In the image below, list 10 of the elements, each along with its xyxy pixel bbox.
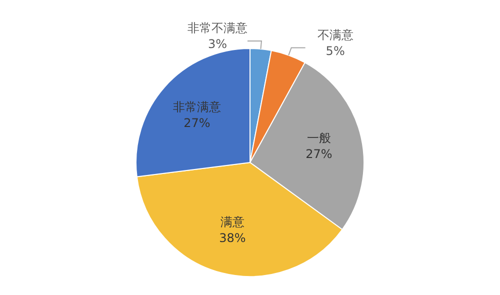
slice-label: 非常不满意 <box>187 21 248 36</box>
slice-label: 不满意 <box>317 28 354 42</box>
data-label: 27% <box>184 116 210 130</box>
data-label: 38% <box>219 231 246 246</box>
slice-label: 一般 <box>306 131 331 146</box>
slice-label: 满意 <box>220 215 244 230</box>
slice-label: 非常满意 <box>172 100 221 114</box>
data-label: 3% <box>208 37 228 52</box>
data-label: 5% <box>326 44 345 58</box>
data-label: 27% <box>306 147 332 162</box>
